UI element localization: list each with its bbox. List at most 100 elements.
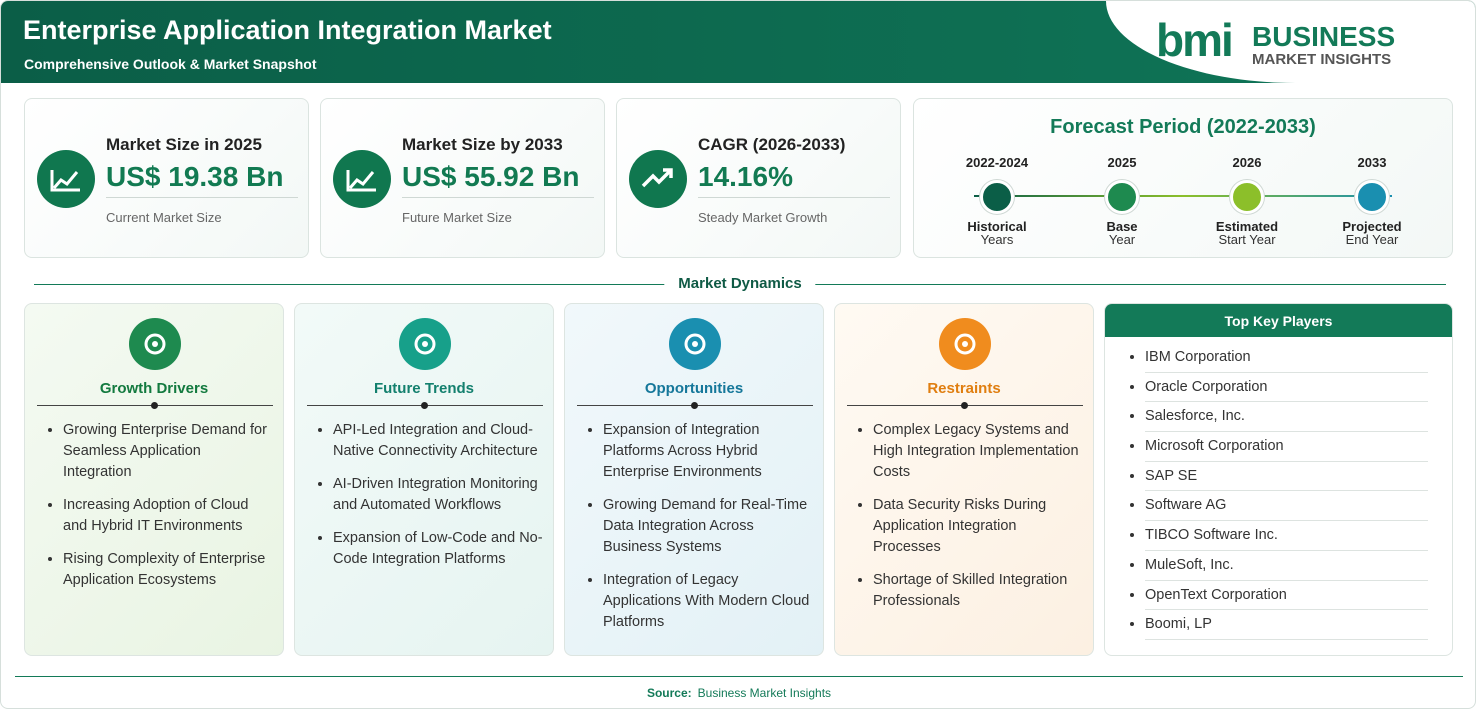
divider <box>37 402 273 409</box>
step-period: 2033 <box>1357 155 1387 170</box>
logo: bmi BUSINESS MARKET INSIGHTS <box>1106 1 1475 83</box>
footer: Source: Business Market Insights <box>1 686 1475 700</box>
player: Oracle Corporation <box>1145 373 1428 403</box>
divider <box>577 402 813 409</box>
section-title: Opportunities <box>644 380 744 397</box>
step-sub: End Year <box>1345 232 1399 247</box>
section-divider: Market Dynamics <box>34 275 1446 292</box>
step-label: Projected <box>1342 219 1402 234</box>
step-icon <box>1105 180 1139 214</box>
divider <box>847 402 1083 409</box>
stat-card: Market Size by 2033 US$ 55.92 Bn Future Ma… <box>320 98 605 258</box>
step-sub: Years <box>980 232 1014 247</box>
list-item: Growing Enterprise Demand for Seamless A… <box>63 420 273 483</box>
step-period: 2025 <box>1107 155 1137 170</box>
step-icon <box>1355 180 1389 214</box>
forecast-title: Forecast Period (2022-2033) <box>1050 116 1316 138</box>
timeline-step: 2025 Base Year <box>1062 155 1182 247</box>
stat-icon <box>37 150 95 208</box>
step-icon <box>980 180 1014 214</box>
stat-label: CAGR (2026-2033) <box>698 135 846 154</box>
list-item: AI-Driven Integration Monitoring and Aut… <box>333 474 543 516</box>
step-label: Base <box>1106 219 1138 234</box>
stat-value: 14.16% <box>698 161 793 192</box>
timeline-step: 2026 Estimated Start Year <box>1187 155 1307 247</box>
rule <box>106 197 298 198</box>
source-label: Source: <box>646 686 692 700</box>
stat-label: Market Size by 2033 <box>402 135 563 154</box>
item-list: Expansion of Integration Platforms Acros… <box>583 420 813 645</box>
stat-icon <box>629 150 687 208</box>
section-title: Future Trends <box>373 380 474 397</box>
player: MuleSoft, Inc. <box>1145 551 1428 581</box>
timeline <box>974 195 1392 197</box>
stat-note: Future Market Size <box>402 210 512 225</box>
list-item: Expansion of Integration Platforms Acros… <box>603 420 813 483</box>
dynamics-card: Growth Drivers Growing Enterprise Demand … <box>24 303 284 656</box>
step-sub: Year <box>1108 232 1136 247</box>
header: Enterprise Application Integration Marke… <box>1 1 1475 83</box>
title: Enterprise Application Integration Marke… <box>23 15 552 45</box>
player: IBM Corporation <box>1145 343 1428 373</box>
player: Microsoft Corporation <box>1145 432 1428 462</box>
list-item: Increasing Adoption of Cloud and Hybrid … <box>63 495 273 537</box>
step-icon <box>1230 180 1264 214</box>
stat-card: Market Size in 2025 US$ 19.38 Bn Current M… <box>24 98 309 258</box>
player: SAP SE <box>1145 462 1428 492</box>
section-title: Restraints <box>927 380 1001 397</box>
item-list: Growing Enterprise Demand for Seamless A… <box>43 420 273 603</box>
list-item: Rising Complexity of Enterprise Applicat… <box>63 549 273 591</box>
section-icon <box>669 318 721 370</box>
dynamics-card: Opportunities Expansion of Integration Pl… <box>564 303 824 656</box>
step-label: Historical <box>967 219 1027 234</box>
players-list: IBM CorporationOracle CorporationSalesfo… <box>1105 343 1428 640</box>
player: OpenText Corporation <box>1145 581 1428 611</box>
logo-text: MARKET INSIGHTS <box>1252 51 1392 68</box>
players-card: Top Key Players IBM CorporationOracle Co… <box>1104 303 1453 656</box>
step-period: 2026 <box>1232 155 1262 170</box>
logo-text: BUSINESS <box>1252 21 1396 52</box>
step-period: 2022-2024 <box>965 155 1029 170</box>
dynamics-card: Restraints Complex Legacy Systems and Hig… <box>834 303 1094 656</box>
section-icon <box>129 318 181 370</box>
players-title: Top Key Players <box>1105 304 1452 337</box>
list-item: API-Led Integration and Cloud-Native Con… <box>333 420 543 462</box>
subtitle: Comprehensive Outlook & Market Snapshot <box>24 56 317 72</box>
list-item: Data Security Risks During Application I… <box>873 495 1083 558</box>
step-label: Estimated <box>1215 219 1279 234</box>
footer-rule <box>15 676 1463 677</box>
section-title: Growth Drivers <box>99 380 209 397</box>
stat-value: US$ 55.92 Bn <box>402 161 580 192</box>
dynamics-card: Future Trends API-Led Integration and Clo… <box>294 303 554 656</box>
item-list: Complex Legacy Systems and High Integrat… <box>853 420 1083 624</box>
list-item: Expansion of Low-Code and No-Code Integr… <box>333 528 543 570</box>
list-item: Shortage of Skilled Integration Professi… <box>873 570 1083 612</box>
timeline-step: 2022-2024 Historical Years <box>937 155 1057 247</box>
step-sub: Start Year <box>1218 232 1276 247</box>
stat-card: CAGR (2026-2033) 14.16% Steady Market Grow… <box>616 98 901 258</box>
stat-label: Market Size in 2025 <box>106 135 262 154</box>
divider <box>307 402 543 409</box>
player: Boomi, LP <box>1145 610 1428 640</box>
source: Business Market Insights <box>697 686 832 700</box>
forecast-card: Forecast Period (2022-2033) 2022-2024 His… <box>913 98 1453 258</box>
section-title: Market Dynamics <box>664 275 816 292</box>
stat-value: US$ 19.38 Bn <box>106 161 284 192</box>
rule <box>698 197 890 198</box>
item-list: API-Led Integration and Cloud-Native Con… <box>313 420 543 582</box>
list-item: Integration of Legacy Applications With … <box>603 570 813 633</box>
stat-icon <box>333 150 391 208</box>
section-icon <box>939 318 991 370</box>
player: Software AG <box>1145 491 1428 522</box>
player: TIBCO Software Inc. <box>1145 521 1428 551</box>
section-icon <box>399 318 451 370</box>
stat-note: Current Market Size <box>106 210 222 225</box>
player: Salesforce, Inc. <box>1145 402 1428 433</box>
timeline-step: 2033 Projected End Year <box>1312 155 1432 247</box>
stat-note: Steady Market Growth <box>698 210 828 225</box>
list-item: Complex Legacy Systems and High Integrat… <box>873 420 1083 483</box>
rule <box>402 197 594 198</box>
logo-mark: bmi <box>1156 14 1234 66</box>
list-item: Growing Demand for Real-Time Data Integr… <box>603 495 813 558</box>
